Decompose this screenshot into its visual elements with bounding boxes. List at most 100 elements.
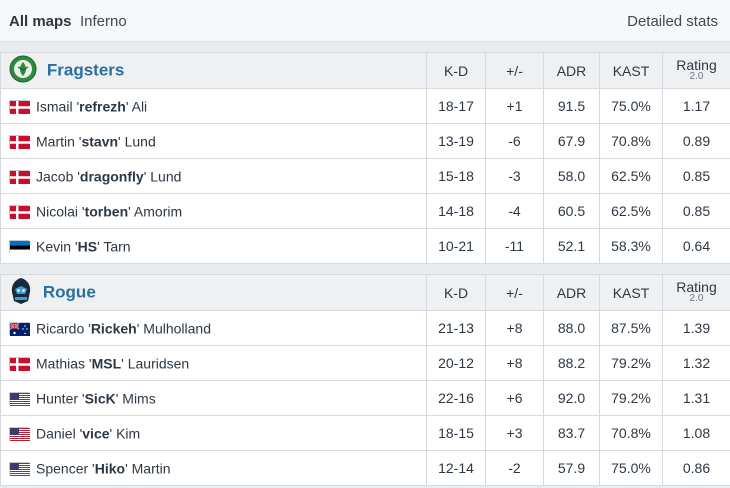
player-first-name: Spencer ' — [36, 460, 95, 477]
player-name-link[interactable]: Hunter 'SicK' Mims — [36, 391, 156, 407]
table-row: Ismail 'refrezh' Ali 18-17 +1 91.5 75.0% 1.17 — [0, 88, 730, 124]
rating-value: 0.85 — [662, 158, 730, 194]
adr-value: 58.0 — [543, 158, 600, 194]
adr-value: 57.9 — [543, 450, 600, 486]
kd-value: 13-19 — [426, 123, 486, 159]
plus-minus-value: +3 — [485, 415, 544, 451]
player-first-name: Ricardo ' — [36, 320, 91, 337]
kast-value: 79.2% — [599, 345, 663, 381]
rating-label: Rating — [676, 56, 717, 73]
table-header-row: Rogue K-D +/- ADR KAST Rating 2.0 — [0, 274, 730, 311]
table-row: Martin 'stavn' Lund 13-19 -6 67.9 70.8% 0.89 — [0, 123, 730, 159]
player-cell: Martin 'stavn' Lund — [0, 123, 427, 159]
kast-value: 58.3% — [599, 228, 663, 264]
kast-value: 62.5% — [599, 158, 663, 194]
kast-value: 62.5% — [599, 193, 663, 229]
kd-value: 10-21 — [426, 228, 486, 264]
usa-flag-icon — [9, 462, 30, 477]
player-first-name: Jacob ' — [36, 168, 80, 185]
player-cell: Hunter 'SicK' Mims — [0, 380, 427, 416]
team-header: Rogue — [0, 274, 427, 311]
player-last-name: ' Mulholland — [136, 320, 212, 337]
player-name-link[interactable]: Ricardo 'Rickeh' Mulholland — [36, 321, 211, 337]
australia-flag-icon — [9, 322, 30, 337]
kast-value: 79.2% — [599, 380, 663, 416]
player-nickname: stavn — [81, 133, 119, 150]
player-first-name: Nicolai ' — [36, 203, 85, 220]
rating-value: 0.64 — [662, 228, 730, 264]
player-last-name: ' Lund — [118, 133, 156, 150]
player-nickname: HS — [77, 238, 98, 255]
player-last-name: ' Tarn — [97, 238, 131, 255]
table-row: Nicolai 'torben' Amorim 14-18 -4 60.5 62.5% 0… — [0, 193, 730, 229]
rating-value: 1.32 — [662, 345, 730, 381]
usa-flag-icon — [9, 427, 30, 442]
kast-value: 75.0% — [599, 88, 663, 124]
kd-value: 18-17 — [426, 88, 486, 124]
player-first-name: Ismail ' — [36, 98, 80, 115]
map-tabs-bar: All maps Inferno Detailed stats — [0, 0, 730, 42]
table-row: Jacob 'dragonfly' Lund 15-18 -3 58.0 62.5% 0.… — [0, 158, 730, 194]
player-last-name: ' Kim — [109, 425, 141, 442]
tab-all-maps[interactable]: All maps — [9, 13, 72, 30]
player-first-name: Mathias ' — [36, 355, 92, 372]
player-name-link[interactable]: Mathias 'MSL' Lauridsen — [36, 356, 189, 372]
player-name-link[interactable]: Kevin 'HS' Tarn — [36, 239, 131, 255]
team-name[interactable]: Rogue — [42, 282, 96, 302]
player-cell: Jacob 'dragonfly' Lund — [0, 158, 427, 194]
player-cell: Mathias 'MSL' Lauridsen — [0, 345, 427, 381]
kast-value: 70.8% — [599, 123, 663, 159]
plus-minus-value: -2 — [485, 450, 544, 486]
denmark-flag-icon — [9, 135, 30, 150]
player-name-link[interactable]: Ismail 'refrezh' Ali — [36, 99, 147, 115]
table-row: Ricardo 'Rickeh' Mulholland 21-13 +8 88.0 87… — [0, 310, 730, 346]
estonia-flag-icon — [9, 240, 30, 255]
team-stats-table-rogue: Rogue K-D +/- ADR KAST Rating 2.0 Ricardo… — [0, 274, 730, 486]
adr-value: 60.5 — [543, 193, 600, 229]
team-header: Fragsters — [0, 52, 427, 89]
player-name-link[interactable]: Daniel 'vice' Kim — [36, 426, 140, 442]
kd-value: 20-12 — [426, 345, 486, 381]
team-name[interactable]: Fragsters — [46, 60, 125, 80]
player-first-name: Kevin ' — [36, 238, 78, 255]
kast-value: 75.0% — [599, 450, 663, 486]
team-divider — [0, 264, 730, 274]
adr-value: 52.1 — [543, 228, 600, 264]
usa-flag-icon — [9, 392, 30, 407]
player-name-link[interactable]: Nicolai 'torben' Amorim — [36, 204, 182, 220]
detailed-stats-link[interactable]: Detailed stats — [627, 13, 718, 30]
player-last-name: ' Ali — [125, 98, 148, 115]
denmark-flag-icon — [9, 100, 30, 115]
player-name-link[interactable]: Martin 'stavn' Lund — [36, 134, 156, 150]
kast-value: 87.5% — [599, 310, 663, 346]
table-row: Mathias 'MSL' Lauridsen 20-12 +8 88.2 79.2% 1… — [0, 345, 730, 381]
player-last-name: ' Amorim — [128, 203, 183, 220]
team-stats-table-fragsters: Fragsters K-D +/- ADR KAST Rating 2.0 Ism… — [0, 52, 730, 264]
player-nickname: refrezh — [79, 98, 126, 115]
player-nickname: MSL — [91, 355, 122, 372]
player-name-link[interactable]: Jacob 'dragonfly' Lund — [36, 169, 181, 185]
player-nickname: Hiko — [94, 460, 126, 477]
rating-value: 1.39 — [662, 310, 730, 346]
rating-label: Rating — [676, 278, 717, 295]
denmark-flag-icon — [9, 170, 30, 185]
table-row: Daniel 'vice' Kim 18-15 +3 83.7 70.8% 1.08 — [0, 415, 730, 451]
tab-inferno[interactable]: Inferno — [80, 13, 127, 30]
player-last-name: ' Lund — [143, 168, 182, 185]
player-cell: Spencer 'Hiko' Martin — [0, 450, 427, 486]
player-first-name: Hunter ' — [36, 390, 85, 407]
player-first-name: Daniel ' — [36, 425, 83, 442]
rating-value: 0.85 — [662, 193, 730, 229]
plus-minus-value: -6 — [485, 123, 544, 159]
rogue-logo-icon — [9, 277, 33, 308]
player-nickname: torben — [84, 203, 129, 220]
player-cell: Ismail 'refrezh' Ali — [0, 88, 427, 124]
plus-minus-value: -4 — [485, 193, 544, 229]
player-cell: Ricardo 'Rickeh' Mulholland — [0, 310, 427, 346]
plus-minus-value: +6 — [485, 380, 544, 416]
player-name-link[interactable]: Spencer 'Hiko' Martin — [36, 461, 171, 477]
col-rating: Rating 2.0 — [662, 52, 730, 89]
adr-value: 92.0 — [543, 380, 600, 416]
kd-value: 14-18 — [426, 193, 486, 229]
adr-value: 67.9 — [543, 123, 600, 159]
